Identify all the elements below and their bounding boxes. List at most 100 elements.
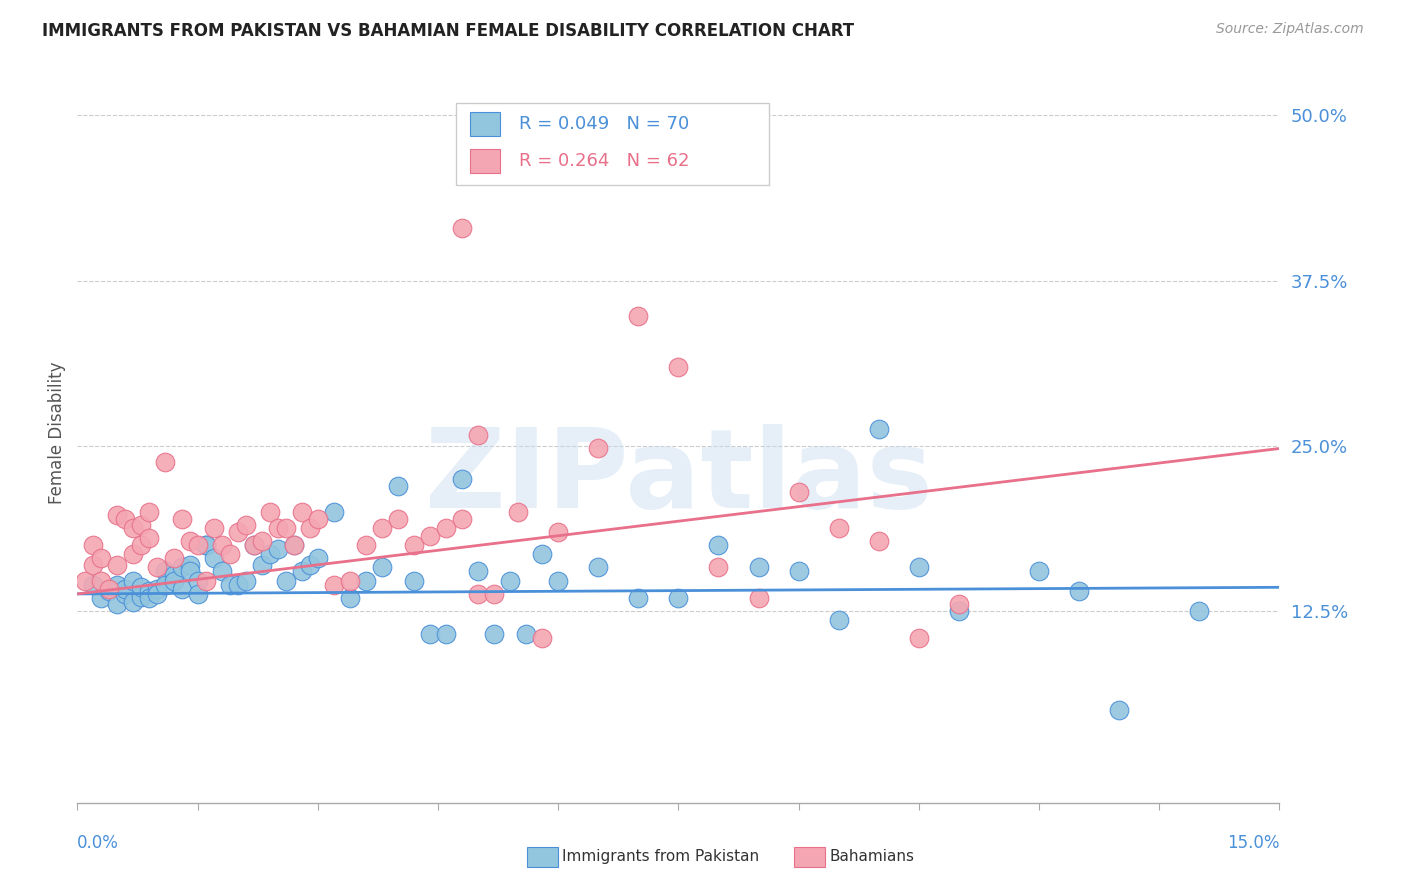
Point bbox=[267, 541, 290, 556]
Point bbox=[419, 626, 441, 640]
Point bbox=[482, 626, 505, 640]
Point bbox=[402, 574, 425, 588]
Point bbox=[107, 598, 129, 612]
Text: 15.0%: 15.0% bbox=[1227, 834, 1279, 852]
Point bbox=[828, 521, 851, 535]
Point bbox=[162, 574, 184, 588]
Point bbox=[283, 538, 305, 552]
Point bbox=[274, 574, 297, 588]
Point bbox=[114, 582, 136, 596]
Point bbox=[114, 587, 136, 601]
Point bbox=[1028, 565, 1050, 579]
Point bbox=[668, 591, 690, 605]
Point bbox=[547, 574, 569, 588]
Point bbox=[122, 547, 145, 561]
Point bbox=[868, 422, 890, 436]
Point bbox=[202, 521, 225, 535]
Text: R = 0.049   N = 70: R = 0.049 N = 70 bbox=[519, 115, 689, 134]
Point bbox=[508, 505, 530, 519]
Point bbox=[354, 538, 377, 552]
Point bbox=[131, 580, 153, 594]
Text: Immigrants from Pakistan: Immigrants from Pakistan bbox=[562, 849, 759, 863]
Point bbox=[588, 560, 610, 574]
Point bbox=[138, 591, 160, 605]
Point bbox=[131, 538, 153, 552]
Point bbox=[218, 577, 240, 591]
Point bbox=[146, 587, 169, 601]
Point bbox=[588, 442, 610, 456]
Point bbox=[828, 613, 851, 627]
Point bbox=[259, 547, 281, 561]
Point bbox=[908, 560, 931, 574]
Point bbox=[787, 485, 810, 500]
Point bbox=[707, 560, 730, 574]
Point bbox=[242, 538, 264, 552]
Point bbox=[467, 565, 489, 579]
Y-axis label: Female Disability: Female Disability bbox=[48, 361, 66, 504]
Point bbox=[211, 565, 233, 579]
Point bbox=[122, 574, 145, 588]
Point bbox=[162, 551, 184, 566]
Text: R = 0.264   N = 62: R = 0.264 N = 62 bbox=[519, 153, 689, 170]
Point bbox=[82, 538, 104, 552]
Point bbox=[186, 538, 209, 552]
Point bbox=[170, 582, 193, 596]
Point bbox=[146, 582, 169, 596]
Point bbox=[194, 538, 217, 552]
Point bbox=[90, 591, 112, 605]
Point bbox=[250, 558, 273, 572]
Point bbox=[402, 538, 425, 552]
Point bbox=[235, 518, 257, 533]
Point bbox=[179, 534, 201, 549]
Point bbox=[186, 587, 209, 601]
Point bbox=[627, 310, 650, 324]
Point bbox=[387, 511, 409, 525]
Point bbox=[98, 582, 121, 596]
FancyBboxPatch shape bbox=[456, 103, 769, 185]
Point bbox=[371, 560, 394, 574]
Point bbox=[1188, 604, 1211, 618]
Point bbox=[194, 574, 217, 588]
Point bbox=[146, 560, 169, 574]
Text: Source: ZipAtlas.com: Source: ZipAtlas.com bbox=[1216, 22, 1364, 37]
Point bbox=[211, 538, 233, 552]
Point bbox=[194, 538, 217, 552]
Point bbox=[202, 551, 225, 566]
Bar bbox=[471, 112, 501, 136]
Point bbox=[451, 220, 474, 235]
Point bbox=[82, 577, 104, 591]
Point bbox=[179, 558, 201, 572]
Point bbox=[259, 505, 281, 519]
Point bbox=[155, 455, 177, 469]
Point bbox=[114, 511, 136, 525]
Point bbox=[451, 472, 474, 486]
Point bbox=[291, 565, 314, 579]
Point bbox=[98, 584, 121, 599]
Text: 0.0%: 0.0% bbox=[77, 834, 120, 852]
Point bbox=[138, 532, 160, 546]
Point bbox=[948, 598, 970, 612]
Point bbox=[226, 577, 249, 591]
Text: ZIPatlas: ZIPatlas bbox=[425, 424, 932, 531]
Point bbox=[547, 524, 569, 539]
Text: IMMIGRANTS FROM PAKISTAN VS BAHAMIAN FEMALE DISABILITY CORRELATION CHART: IMMIGRANTS FROM PAKISTAN VS BAHAMIAN FEM… bbox=[42, 22, 855, 40]
Point bbox=[387, 478, 409, 492]
Point bbox=[322, 577, 344, 591]
Point bbox=[155, 577, 177, 591]
Point bbox=[242, 538, 264, 552]
Point bbox=[291, 505, 314, 519]
Point bbox=[138, 505, 160, 519]
Point bbox=[354, 574, 377, 588]
Point bbox=[107, 577, 129, 591]
Point bbox=[482, 587, 505, 601]
Point bbox=[434, 626, 457, 640]
Point bbox=[274, 521, 297, 535]
Point bbox=[122, 521, 145, 535]
Point bbox=[298, 521, 321, 535]
Point bbox=[371, 521, 394, 535]
Point bbox=[339, 591, 361, 605]
Point bbox=[868, 534, 890, 549]
Point bbox=[307, 511, 329, 525]
Point bbox=[419, 529, 441, 543]
Point bbox=[531, 631, 554, 645]
